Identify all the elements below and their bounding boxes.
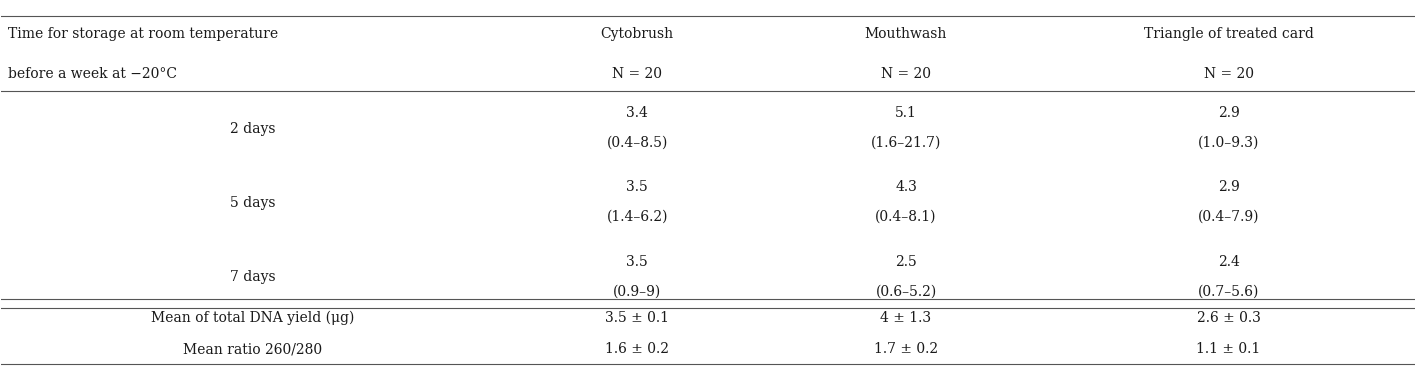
Text: 1.6 ± 0.2: 1.6 ± 0.2 — [605, 342, 670, 356]
Text: (1.6–21.7): (1.6–21.7) — [871, 136, 942, 150]
Text: 4.3: 4.3 — [895, 180, 918, 195]
Text: 1.7 ± 0.2: 1.7 ± 0.2 — [874, 342, 939, 356]
Text: 5.1: 5.1 — [895, 106, 918, 120]
Text: Mouthwash: Mouthwash — [865, 27, 947, 41]
Text: (0.6–5.2): (0.6–5.2) — [875, 284, 936, 298]
Text: Time for storage at room temperature: Time for storage at room temperature — [7, 27, 278, 41]
Text: 7 days: 7 days — [229, 270, 275, 284]
Text: 3.5 ± 0.1: 3.5 ± 0.1 — [605, 311, 670, 324]
Text: (0.7–5.6): (0.7–5.6) — [1198, 284, 1259, 298]
Text: N = 20: N = 20 — [1204, 67, 1253, 81]
Text: (1.0–9.3): (1.0–9.3) — [1198, 136, 1259, 150]
Text: (0.4–8.5): (0.4–8.5) — [606, 136, 668, 150]
Text: N = 20: N = 20 — [612, 67, 663, 81]
Text: 2.6 ± 0.3: 2.6 ± 0.3 — [1197, 311, 1260, 324]
Text: Triangle of treated card: Triangle of treated card — [1144, 27, 1314, 41]
Text: 1.1 ± 0.1: 1.1 ± 0.1 — [1197, 342, 1260, 356]
Text: 2.4: 2.4 — [1218, 254, 1239, 269]
Text: 4 ± 1.3: 4 ± 1.3 — [881, 311, 932, 324]
Text: 3.4: 3.4 — [626, 106, 649, 120]
Text: (0.9–9): (0.9–9) — [613, 284, 661, 298]
Text: before a week at −20°C: before a week at −20°C — [7, 67, 177, 81]
Text: 2.5: 2.5 — [895, 254, 918, 269]
Text: 3.5: 3.5 — [626, 254, 649, 269]
Text: Mean of total DNA yield (μg): Mean of total DNA yield (μg) — [152, 310, 354, 325]
Text: 2.9: 2.9 — [1218, 180, 1239, 195]
Text: 2.9: 2.9 — [1218, 106, 1239, 120]
Text: (0.4–8.1): (0.4–8.1) — [875, 210, 937, 224]
Text: Cytobrush: Cytobrush — [600, 27, 674, 41]
Text: N = 20: N = 20 — [881, 67, 932, 81]
Text: 5 days: 5 days — [229, 196, 275, 210]
Text: Mean ratio 260/280: Mean ratio 260/280 — [183, 342, 321, 356]
Text: 3.5: 3.5 — [626, 180, 649, 195]
Text: (1.4–6.2): (1.4–6.2) — [606, 210, 668, 224]
Text: (0.4–7.9): (0.4–7.9) — [1198, 210, 1259, 224]
Text: 2 days: 2 days — [229, 122, 275, 135]
